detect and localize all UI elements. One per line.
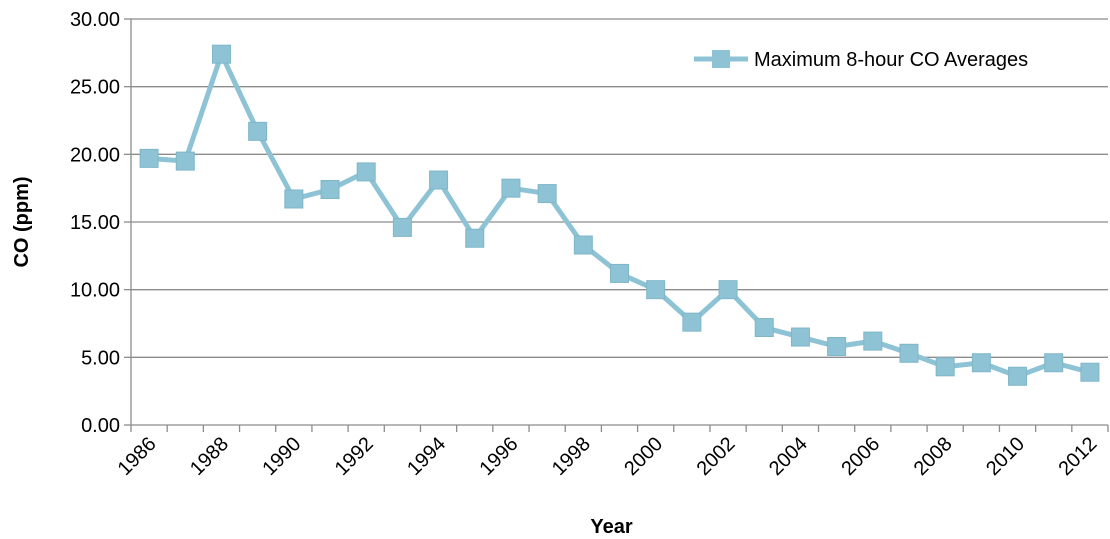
data-point xyxy=(465,228,485,248)
data-point xyxy=(501,178,521,198)
data-point xyxy=(139,148,159,168)
data-point xyxy=(1008,366,1028,386)
legend-label: Maximum 8-hour CO Averages xyxy=(754,49,1028,71)
x-tick-label: 1986 xyxy=(114,433,161,480)
x-tick-label: 2000 xyxy=(620,433,667,480)
data-point xyxy=(573,235,593,255)
x-tick-label: 1990 xyxy=(258,433,305,480)
data-point xyxy=(646,280,666,300)
x-tick-label: 1994 xyxy=(403,433,450,480)
x-tick-label: 1988 xyxy=(186,433,233,480)
y-tick-label: 5.00 xyxy=(81,347,120,369)
x-tick-label: 2008 xyxy=(910,433,957,480)
data-point xyxy=(935,357,955,377)
data-point xyxy=(356,162,376,182)
y-axis-ticks: 0.00 5.00 10.00 15.00 20.00 25.00 30.00 xyxy=(70,9,131,437)
data-point xyxy=(827,337,847,357)
data-point xyxy=(175,151,195,171)
y-tick-label: 15.00 xyxy=(70,212,120,234)
data-point xyxy=(392,217,412,237)
y-tick-label: 30.00 xyxy=(70,9,120,31)
data-point xyxy=(320,180,340,200)
series-line xyxy=(148,51,1091,379)
data-point xyxy=(248,121,268,141)
data-point xyxy=(610,263,629,283)
x-tick-label: 1992 xyxy=(331,433,378,480)
y-tick-label: 10.00 xyxy=(70,280,120,302)
data-point xyxy=(1044,353,1064,373)
data-point xyxy=(899,343,919,363)
x-tick-label: 1998 xyxy=(548,433,595,480)
data-point xyxy=(790,327,810,347)
data-point xyxy=(971,353,991,373)
x-axis-ticks: 1986 1988 1990 1992 1994 1996 1998 2000 2002 2004… xyxy=(114,425,1109,480)
x-tick-label: 2006 xyxy=(837,433,884,480)
y-axis-title: CO (ppm) xyxy=(11,176,33,267)
x-tick-label: 2012 xyxy=(1054,433,1101,480)
x-tick-label: 2002 xyxy=(693,433,740,480)
data-point xyxy=(718,280,738,300)
data-point xyxy=(211,44,231,64)
data-point xyxy=(863,331,883,351)
y-tick-label: 0.00 xyxy=(81,415,120,437)
x-axis-title: Year xyxy=(590,516,632,538)
y-tick-label: 20.00 xyxy=(70,144,120,166)
y-tick-label: 25.00 xyxy=(70,77,120,99)
data-point xyxy=(1080,362,1100,382)
x-tick-label: 1996 xyxy=(475,433,522,480)
series-group xyxy=(139,44,1100,386)
data-point xyxy=(682,312,702,332)
x-tick-label: 2010 xyxy=(982,433,1029,480)
x-tick-label: 2004 xyxy=(765,433,812,480)
data-point xyxy=(284,189,304,209)
data-point xyxy=(429,170,449,190)
data-point xyxy=(754,318,774,338)
legend-marker xyxy=(712,50,730,68)
legend: Maximum 8-hour CO Averages xyxy=(694,49,1028,71)
data-point xyxy=(537,184,557,204)
